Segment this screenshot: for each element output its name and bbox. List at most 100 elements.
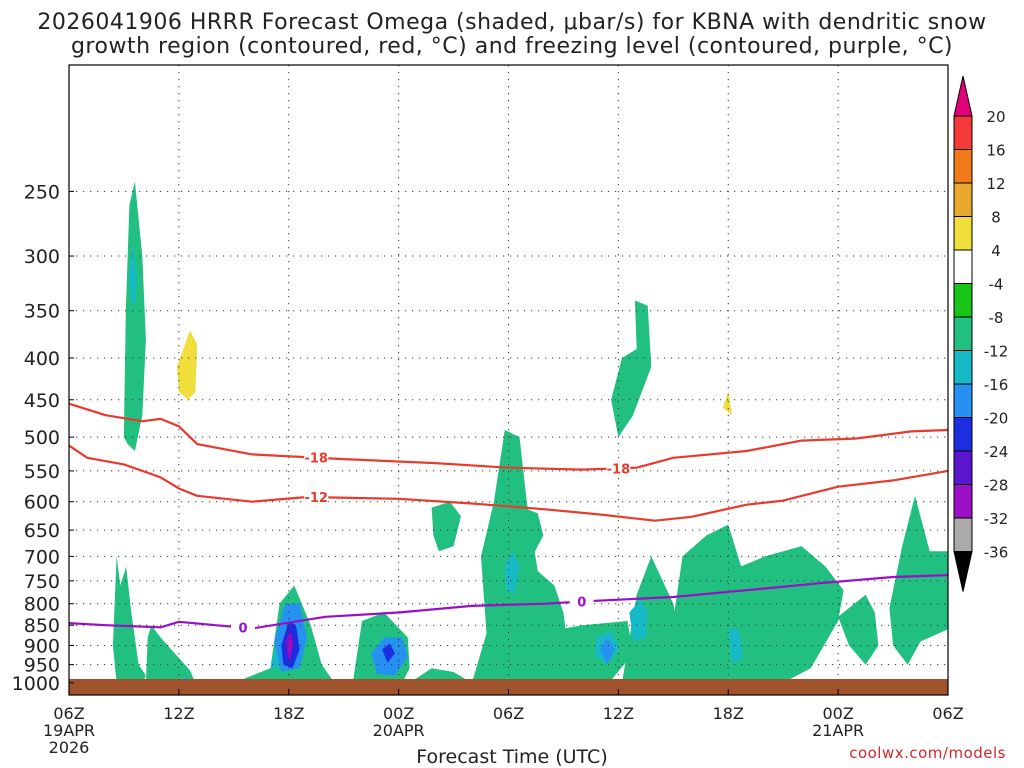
colorbar-swatch [953,350,973,385]
omega-shade--12 [270,645,282,669]
x-tick-label: 00Z [822,704,853,723]
contour-label-bg [230,620,255,635]
contour-line--12 [69,444,948,522]
colorbar-swatch [953,283,973,318]
colorbar-label: 8 [991,209,1001,227]
y-tick-label: 850 [24,615,60,637]
contour-label: -18 [607,462,631,477]
x-tick-date: 20APR [373,721,425,740]
x-tick-label: 12Z [603,704,634,723]
omega-shade-4 [92,603,99,634]
y-tick-label: 650 [24,520,60,542]
y-tick-label: 700 [24,546,60,568]
y-tick-label: 400 [24,348,60,370]
colorbar-swatch [953,249,973,284]
contour-label-bg [304,450,329,465]
x-tick-date: 21APR [812,721,864,740]
colorbar-cap-bottom [953,551,973,592]
omega-shade--12 [629,599,648,642]
omega-shade-4 [261,267,275,349]
colorbar-label: 16 [986,142,1005,160]
omega-shade--8 [622,556,679,683]
y-tick-label: 750 [24,571,60,593]
contour-label: -12 [304,491,328,506]
colorbar-label: -12 [984,343,1009,361]
omega-shade--8 [838,594,879,665]
omega-shade--8 [611,300,652,438]
chart-title-line2: growth region (contoured, red, °C) and f… [70,34,954,59]
colorbar-label: -16 [984,376,1009,394]
contour-line-0 [69,574,948,630]
y-tick-label: 300 [24,246,60,268]
colorbar-label: -20 [984,410,1009,428]
omega-shade--8 [123,181,146,451]
x-tick-label: 18Z [713,704,744,723]
y-tick-label: 950 [24,655,60,677]
colorbar-swatch [953,149,973,184]
y-tick-label: 250 [24,181,60,203]
x-tick-date: 19APR [43,721,95,740]
contour-line--18 [69,402,948,471]
chart-title-line1: 2026041906 HRRR Forecast Omega (shaded, … [37,10,987,35]
contour-label-bg [569,594,594,609]
colorbar-label: -24 [984,443,1009,461]
omega-shade-8 [722,391,732,416]
colorbar-label: 4 [991,242,1001,260]
contour-label: 0 [238,622,247,637]
omega-shade-4 [189,495,207,595]
colorbar-swatch [953,182,973,217]
colorbar-swatch [953,484,973,519]
colorbar-label: -32 [984,510,1009,528]
omega-shade--20 [382,643,395,663]
omega-shade--8 [431,501,461,552]
y-tick-label: 900 [24,635,60,657]
y-tick-label: 800 [24,594,60,616]
colorbar-label: -8 [989,309,1004,327]
colorbar-swatch [953,216,973,251]
colorbar-cap-top [953,75,973,117]
omega-shade--8 [112,546,146,683]
contour-label-bg [606,461,631,476]
contour-label-bg [304,490,329,505]
colorbar-label: -36 [984,544,1009,562]
x-tick-label: 18Z [273,704,304,723]
omega-shade--8 [471,430,573,683]
colorbar-swatch [953,517,973,552]
contour-label: -18 [304,452,328,467]
y-tick-label: 600 [24,492,60,514]
colorbar-swatch [953,383,973,418]
x-tick-label: 00Z [383,704,414,723]
x-tick-year: 2026 [49,738,90,757]
credit-link[interactable]: coolwx.com/models [849,744,1006,762]
colorbar-swatch [953,115,973,150]
x-axis-title: Forecast Time (UTC) [416,746,608,768]
y-tick-label: 550 [24,461,60,483]
omega-shade-4 [297,267,311,376]
omega-shade--12 [728,629,743,665]
x-tick-label: 12Z [163,704,194,723]
omega-shade-8 [177,330,198,400]
x-tick-label: 06Z [53,704,84,723]
omega-shade-4 [114,530,130,586]
colorbar-label: -28 [984,477,1009,495]
x-tick-label: 06Z [493,704,524,723]
omega-shade--16 [600,637,615,665]
y-tick-label: 350 [24,301,60,323]
omega-shade--8 [145,625,196,683]
colorbar-swatch [953,417,973,452]
colorbar-swatch [953,316,973,351]
omega-shade-4 [699,273,776,487]
omega-shade--8 [519,507,544,557]
y-tick-label: 1000 [12,673,60,695]
omega-shade--12 [129,244,137,306]
colorbar-swatch [953,450,973,485]
omega-shade--8 [664,524,844,683]
omega-shade--8 [889,495,948,665]
colorbar-label: 20 [986,108,1005,126]
contour-label: 0 [577,595,586,610]
x-tick-label: 06Z [932,704,963,723]
y-tick-label: 500 [24,427,60,449]
colorbar-label: -4 [989,276,1004,294]
